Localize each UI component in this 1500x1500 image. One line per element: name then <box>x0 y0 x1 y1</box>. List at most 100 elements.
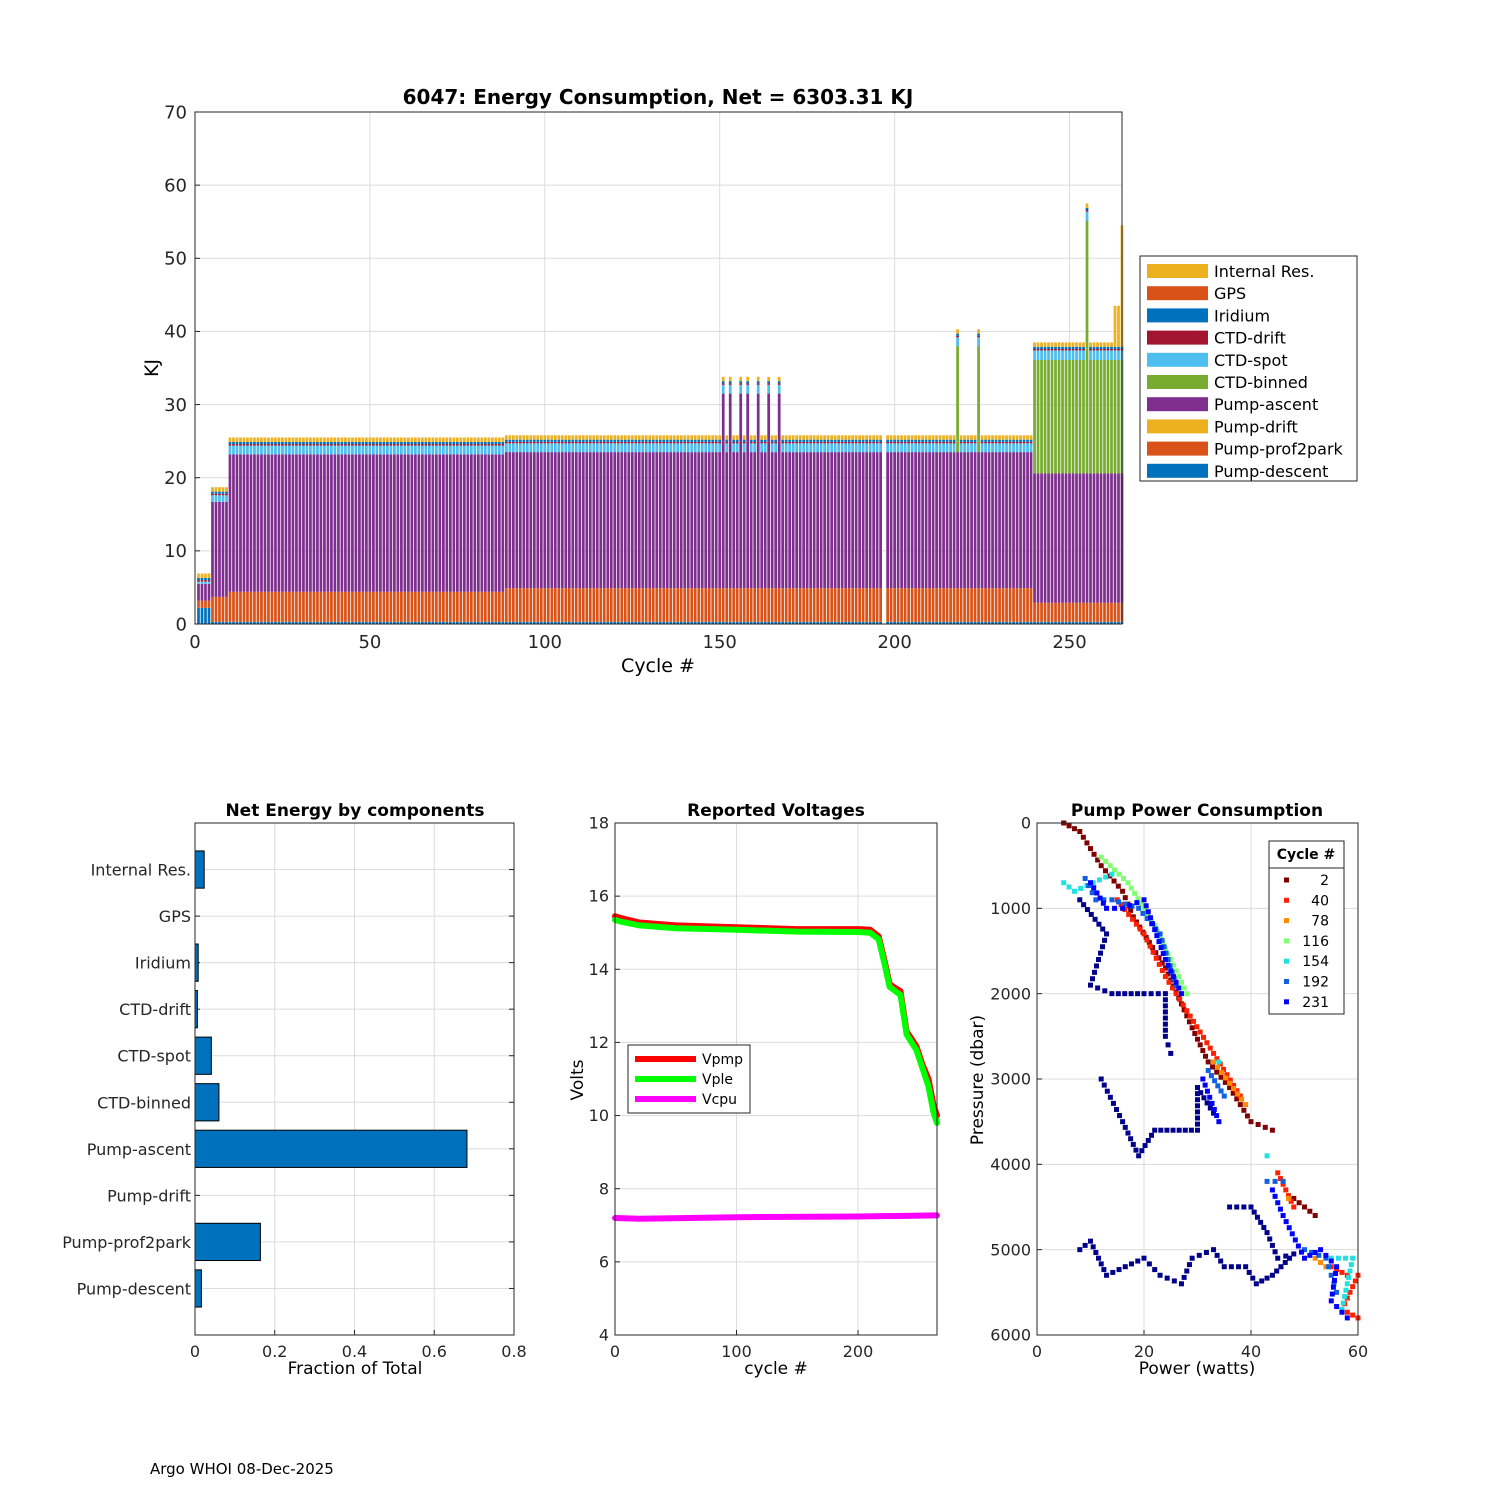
bar-segment <box>676 435 680 440</box>
bar-segment <box>725 441 729 444</box>
scatter-point <box>1148 991 1154 997</box>
bar-segment <box>977 588 980 622</box>
bar-segment <box>424 621 428 624</box>
bar-segment <box>921 443 924 453</box>
bar-segment <box>539 452 543 589</box>
bar-segment <box>1043 342 1047 347</box>
bar-segment <box>931 435 935 440</box>
bar-segment <box>494 441 498 445</box>
bar-segment <box>267 454 270 592</box>
bar-segment <box>487 591 491 622</box>
bar-segment <box>295 591 298 622</box>
bar-segment <box>358 454 361 592</box>
bar-segment <box>1001 435 1005 440</box>
bar-segment <box>861 439 865 442</box>
scatter-point <box>1122 895 1128 901</box>
bar-segment <box>840 452 844 589</box>
bar-segment <box>1001 588 1005 622</box>
bar-segment <box>837 439 841 442</box>
bar-segment <box>424 591 428 622</box>
bar-segment <box>235 454 239 592</box>
scatter-point <box>1328 1258 1334 1264</box>
scatter-point <box>1184 1008 1190 1014</box>
bar-segment <box>382 454 386 592</box>
scatter-point <box>1275 1170 1281 1176</box>
bar-segment <box>539 443 543 453</box>
bar-segment <box>907 435 910 440</box>
bar-segment <box>588 439 592 442</box>
scatter-point <box>1094 890 1100 896</box>
bar-segment <box>669 588 673 622</box>
bar-segment <box>952 443 956 453</box>
bar-segment <box>358 441 361 445</box>
bar-segment <box>676 588 680 622</box>
bar-segment <box>312 441 316 445</box>
bar-segment <box>977 329 980 334</box>
bar-segment <box>690 452 694 589</box>
bar-segment <box>718 439 722 442</box>
bar-segment <box>225 596 228 622</box>
bar-segment <box>553 621 557 624</box>
scatter-point <box>1347 1289 1353 1295</box>
scatter-point <box>1186 1262 1192 1268</box>
bar-segment <box>700 439 704 442</box>
bar-segment <box>504 443 508 453</box>
scatter-point <box>1148 1132 1154 1138</box>
bar-segment <box>1033 621 1036 624</box>
bar-segment <box>284 591 288 622</box>
scatter-point <box>1132 890 1138 896</box>
bar-segment <box>959 621 963 624</box>
pump-legend-label: 154 <box>1302 954 1329 970</box>
bar-segment <box>977 452 980 589</box>
bar-segment <box>337 444 340 446</box>
bar-segment <box>651 443 655 453</box>
bar-segment <box>798 441 802 444</box>
bar-segment <box>442 591 445 622</box>
bar-segment <box>295 437 298 442</box>
bar-segment <box>1054 346 1057 349</box>
bar-segment <box>749 435 753 440</box>
scatter-point <box>1215 1064 1221 1070</box>
scatter-point <box>1221 1066 1227 1072</box>
bar-segment <box>302 591 305 622</box>
scatter-point <box>1350 1255 1356 1261</box>
bar-segment <box>256 441 260 445</box>
bar-segment <box>868 621 872 624</box>
bar-segment <box>991 441 994 444</box>
bar-segment <box>938 435 942 440</box>
bar-segment <box>774 452 778 589</box>
bar-segment <box>417 591 421 622</box>
bar-segment <box>833 588 837 622</box>
bar-segment <box>277 621 281 624</box>
bar-segment <box>221 596 225 622</box>
bar-segment <box>571 443 575 453</box>
y-tick-label: 18 <box>589 814 609 833</box>
bar-segment <box>1075 621 1078 624</box>
bar-segment <box>476 621 480 624</box>
bar-segment <box>658 452 662 589</box>
scatter-point <box>1239 1096 1245 1102</box>
bar-segment <box>739 393 743 589</box>
bar-segment <box>973 441 977 444</box>
scatter-point <box>1145 1137 1151 1143</box>
bar-segment <box>896 441 900 444</box>
scatter-point <box>1098 863 1104 869</box>
bar-segment <box>239 591 242 622</box>
bar-segment <box>798 439 802 442</box>
bar-segment <box>228 621 232 624</box>
scatter-point <box>1277 1206 1283 1212</box>
bar-segment <box>973 435 977 440</box>
bar-segment <box>1054 348 1057 351</box>
bar-segment <box>994 439 998 442</box>
bar-segment <box>879 439 882 442</box>
bar-segment <box>613 452 617 589</box>
bar-segment <box>1061 350 1064 360</box>
bar-segment <box>812 452 816 589</box>
bar-segment <box>833 443 837 453</box>
component-chart-title: Net Energy by components <box>225 801 484 821</box>
bar-segment <box>1085 203 1089 208</box>
bar-segment <box>407 445 410 455</box>
bar-segment <box>239 621 242 624</box>
bar-segment <box>1029 452 1033 589</box>
y-tick-label: 3000 <box>990 1070 1031 1089</box>
